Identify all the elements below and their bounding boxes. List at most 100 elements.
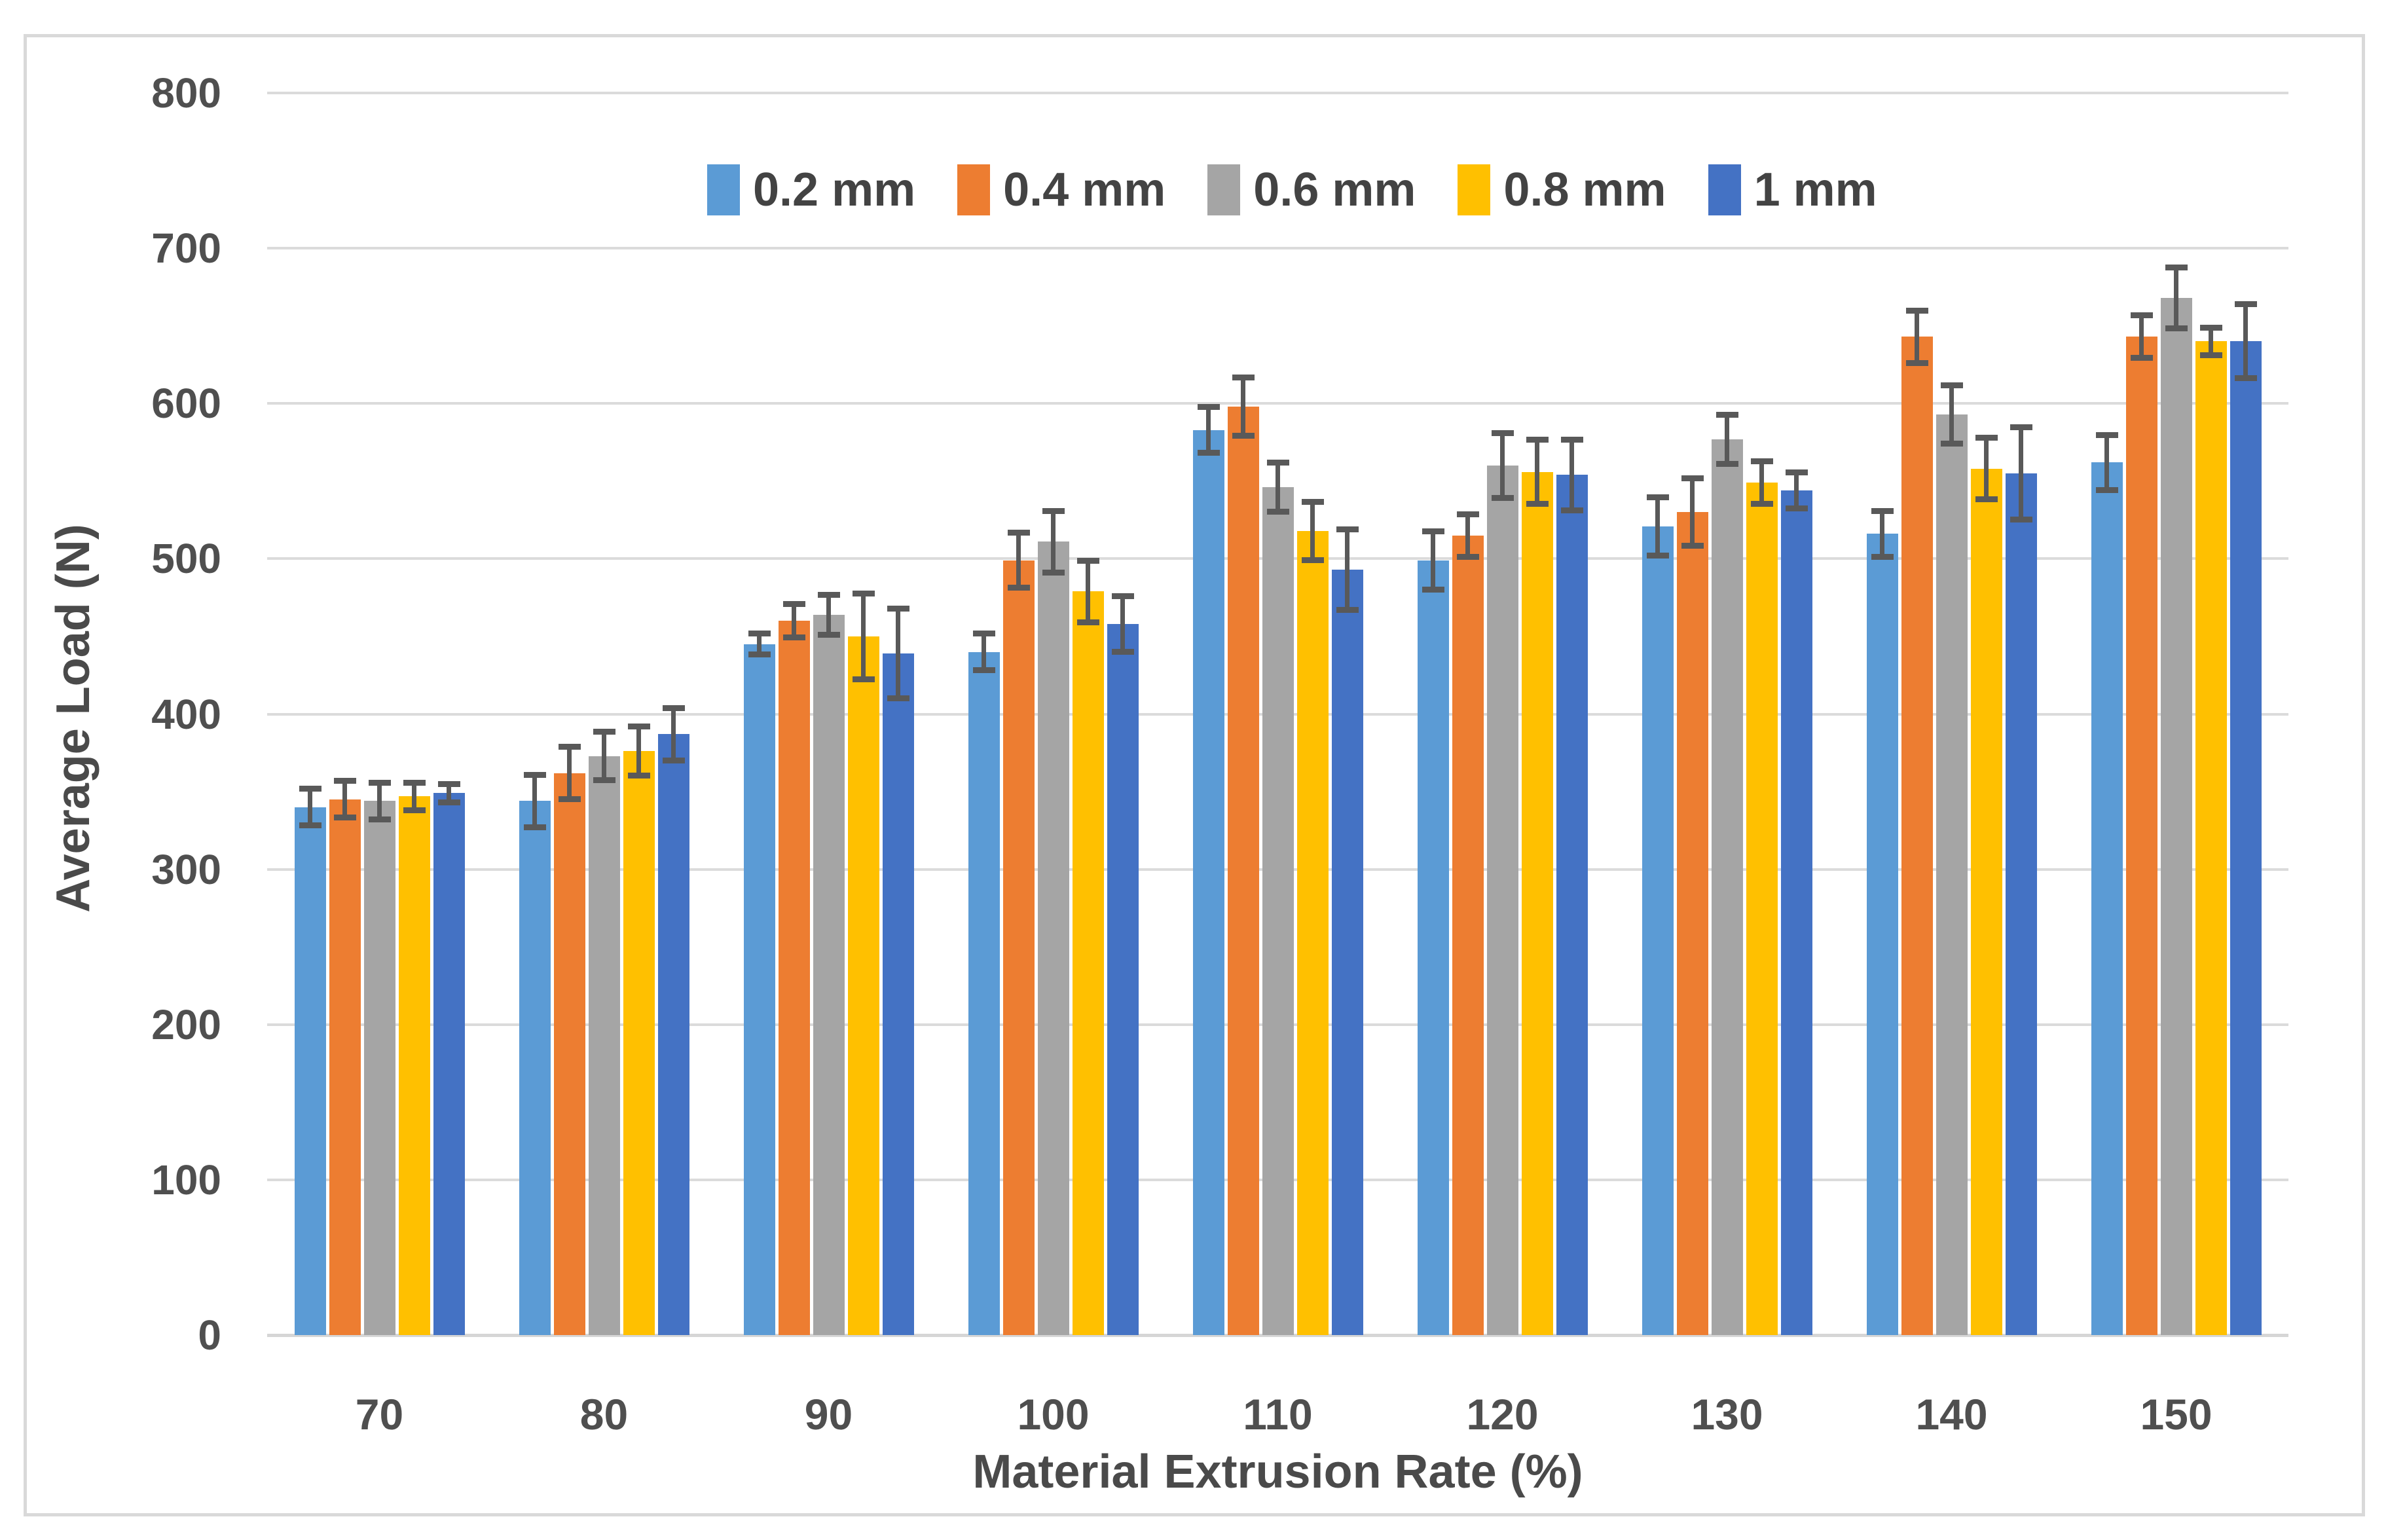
error-bar-cap-top (1266, 460, 1289, 466)
error-bar-line (567, 746, 572, 799)
error-bar-cap-top (1681, 475, 1704, 482)
error-bar-cap-top (593, 728, 615, 735)
error-bar-line (1984, 437, 1989, 500)
bar-0.8mm-80 (623, 751, 655, 1335)
bar-0.8mm-110 (1296, 530, 1329, 1335)
error-bar-cap-top (299, 786, 321, 792)
bar-1mm-130 (1780, 490, 1812, 1335)
bar-0.4mm-140 (1901, 337, 1933, 1335)
error-bar-cap-top (1871, 507, 1894, 514)
error-bar-line (1086, 560, 1090, 623)
error-bar-cap-bottom (887, 695, 909, 701)
bar-1mm-80 (657, 734, 689, 1335)
legend-label: 0.2 mm (753, 164, 916, 216)
error-bar-cap-bottom (1232, 433, 1255, 439)
error-bar-cap-top (1560, 436, 1583, 443)
error-bar-cap-top (1905, 307, 1928, 314)
error-bar-cap-bottom (299, 822, 321, 829)
error-bar-cap-bottom (1681, 543, 1704, 549)
error-bar-line (1535, 439, 1539, 505)
error-bar-line (1051, 510, 1055, 573)
error-bar-line (757, 633, 762, 655)
error-bar-cap-bottom (2095, 487, 2118, 494)
x-tick-label: 110 (1243, 1390, 1313, 1439)
bar-0.2mm-100 (968, 651, 1000, 1335)
legend-label: 0.6 mm (1253, 164, 1416, 216)
error-bar-line (447, 784, 451, 803)
error-bar-cap-bottom (1905, 359, 1928, 366)
bar-0.2mm-120 (1417, 560, 1449, 1335)
x-axis-title: Material Extrusion Rate (%) (972, 1446, 1583, 1498)
error-bar-cap-bottom (2234, 375, 2257, 382)
error-bar-line (1949, 384, 1954, 444)
error-bar-line (1725, 414, 1729, 464)
error-bar-cap-top (2234, 301, 2257, 308)
error-bar-cap-bottom (1007, 585, 1030, 591)
error-bar-cap-top (1940, 382, 1963, 388)
x-tick-label: 150 (2140, 1390, 2212, 1439)
gridline (267, 92, 2288, 94)
gridline (267, 402, 2288, 405)
error-bar-cap-top (403, 779, 426, 786)
error-bar-cap-bottom (748, 651, 771, 658)
bar-0.2mm-130 (1642, 526, 1674, 1335)
error-bar-cap-top (1526, 436, 1549, 443)
error-bar-cap-top (2130, 312, 2153, 319)
error-bar-cap-top (2095, 431, 2118, 438)
y-tick-label: 700 (151, 225, 221, 272)
error-bar-cap-bottom (1940, 440, 1963, 447)
bar-0.8mm-130 (1746, 483, 1778, 1335)
bar-0.8mm-120 (1521, 471, 1553, 1335)
error-bar-cap-top (817, 591, 840, 598)
legend-label: 0.4 mm (1003, 164, 1166, 216)
error-bar-cap-bottom (1111, 648, 1134, 655)
x-tick-label: 100 (1017, 1390, 1090, 1439)
bar-0.2mm-80 (519, 801, 551, 1335)
bar-0.6mm-110 (1262, 487, 1294, 1335)
error-bar-line (602, 731, 606, 781)
error-bar-cap-bottom (972, 667, 995, 674)
bar-0.4mm-130 (1676, 512, 1708, 1335)
x-tick-label: 130 (1691, 1390, 1763, 1439)
error-bar-line (1915, 310, 1919, 363)
bar-0.8mm-100 (1072, 591, 1104, 1335)
error-bar-cap-top (887, 606, 909, 612)
x-tick-label: 120 (1466, 1390, 1539, 1439)
error-bar-cap-bottom (523, 824, 546, 830)
error-bar-line (1120, 596, 1125, 652)
error-bar-cap-bottom (1422, 586, 1444, 593)
error-bar-line (2104, 434, 2109, 491)
legend-swatch-icon (957, 164, 991, 215)
error-bar-line (1016, 532, 1021, 589)
bar-1mm-150 (2230, 341, 2262, 1335)
legend-swatch-icon (1458, 164, 1491, 215)
legend-swatch-icon (707, 164, 740, 215)
error-bar-cap-bottom (1076, 619, 1099, 625)
bar-0.6mm-150 (2160, 298, 2192, 1335)
error-bar-cap-bottom (1301, 557, 1324, 563)
error-bar-line (2243, 304, 2248, 379)
bar-0.6mm-80 (588, 756, 620, 1335)
error-bar-cap-top (1750, 458, 1773, 464)
error-bar-cap-bottom (817, 631, 840, 638)
bar-0.6mm-70 (363, 801, 395, 1335)
error-bar-cap-bottom (2010, 517, 2032, 523)
x-tick-label: 80 (579, 1390, 629, 1439)
gridline (267, 247, 2288, 250)
error-bar-cap-bottom (852, 676, 875, 683)
error-bar-cap-bottom (1526, 501, 1549, 507)
error-bar-cap-top (333, 778, 356, 784)
bar-0.2mm-150 (2091, 462, 2123, 1335)
y-tick-label: 400 (151, 690, 221, 738)
error-bar-line (826, 594, 831, 635)
error-bar-line (308, 788, 312, 826)
error-bar-cap-bottom (368, 816, 391, 822)
error-bar-cap-bottom (1975, 496, 1998, 503)
error-bar-cap-top (1232, 374, 1255, 380)
error-bar-cap-top (523, 771, 546, 778)
error-bar-line (1880, 510, 1884, 557)
error-bar-cap-bottom (437, 799, 460, 805)
legend-label: 1 mm (1753, 164, 1877, 216)
bar-1mm-90 (882, 653, 914, 1335)
bar-0.4mm-110 (1227, 406, 1259, 1335)
